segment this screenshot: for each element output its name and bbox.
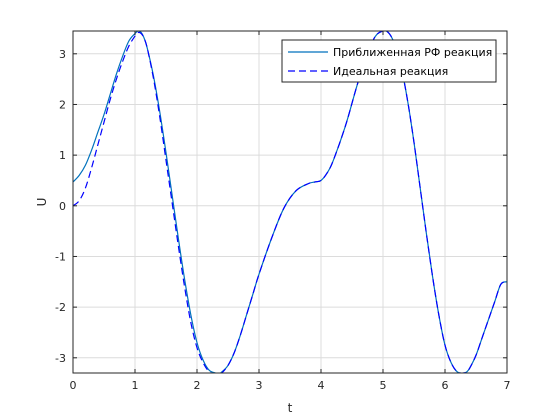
y-tick-label: -2 [55, 301, 66, 314]
x-tick-label: 5 [380, 379, 387, 392]
x-tick-label: 0 [70, 379, 77, 392]
x-tick-label: 2 [194, 379, 201, 392]
y-tick-label: 3 [59, 48, 66, 61]
x-tick-label: 3 [256, 379, 263, 392]
legend-label-ideal: Идеальная реакция [333, 65, 448, 78]
y-tick-label: 1 [59, 149, 66, 162]
x-tick-label: 6 [442, 379, 449, 392]
x-tick-label: 7 [504, 379, 511, 392]
x-tick-label: 1 [132, 379, 139, 392]
y-tick-label: -1 [55, 250, 66, 263]
legend: Приближенная РФ реакция Идеальная реакци… [282, 40, 496, 82]
y-tick-label: 2 [59, 98, 66, 111]
y-axis-label: U [35, 198, 49, 207]
legend-label-approx: Приближенная РФ реакция [333, 46, 492, 59]
x-tick-label: 4 [318, 379, 325, 392]
y-tick-label: -3 [55, 352, 66, 365]
y-tick-label: 0 [59, 200, 66, 213]
x-axis-label: t [288, 401, 293, 415]
